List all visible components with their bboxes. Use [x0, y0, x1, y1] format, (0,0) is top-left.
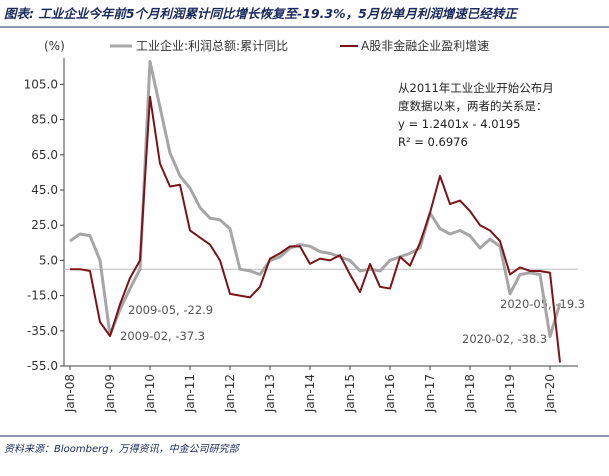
annotation: 2020-02, -38.3: [462, 332, 547, 346]
series-line: [70, 95, 561, 363]
source-note: 资料来源：Bloomberg，万得资讯，中金公司研究部: [4, 443, 241, 455]
y-unit: (%): [44, 39, 65, 53]
x-tick-label: Jan-15: [343, 374, 357, 413]
x-tick-label: Jan-16: [383, 374, 397, 413]
series-line: [69, 60, 562, 339]
x-tick-label: Jan-17: [423, 374, 437, 413]
x-tick-label: Jan-08: [63, 374, 77, 413]
x-tick-label: Jan-18: [463, 374, 477, 413]
x-tick-label: Jan-14: [303, 374, 317, 413]
equation-text: y = 1.2401x - 4.0195: [398, 117, 521, 131]
x-tick-label: Jan-12: [223, 374, 237, 413]
chart-title: 图表: 工业企业今年前5个月利润累计同比增长恢复至-19.3%，5月份单月利润增…: [4, 6, 519, 21]
x-tick-label: Jan-11: [183, 374, 197, 413]
y-tick-label: -55.0: [27, 359, 58, 373]
equation-text: 从2011年工业企业开始公布月: [398, 81, 554, 95]
y-tick-label: 45.0: [31, 183, 58, 197]
x-tick-label: Jan-20: [543, 374, 557, 413]
x-tick-label: Jan-10: [143, 374, 157, 413]
legend-label: A股非金融企业盈利增速: [361, 38, 489, 53]
x-tick-label: Jan-19: [503, 374, 517, 413]
equation-text: 度数据以来，两者的关系是：: [398, 99, 548, 113]
equation-text: R² = 0.6976: [398, 135, 468, 149]
legend-label: 工业企业:利润总额:累计同比: [136, 38, 288, 53]
y-tick-label: -15.0: [27, 289, 58, 303]
y-tick-label: 105.0: [24, 77, 58, 91]
y-tick-label: 5.0: [39, 253, 58, 267]
y-tick-label: 85.0: [31, 113, 58, 127]
x-tick-label: Jan-09: [103, 374, 117, 413]
x-tick-label: Jan-13: [263, 374, 277, 413]
annotation: 2009-05, -22.9: [128, 303, 213, 317]
y-tick-label: -35.0: [27, 324, 58, 338]
y-tick-label: 25.0: [31, 218, 58, 232]
annotation: 2020-05, -19.3: [500, 297, 585, 311]
y-tick-label: 65.0: [31, 148, 58, 162]
annotation: 2009-02, -37.3: [120, 329, 205, 343]
